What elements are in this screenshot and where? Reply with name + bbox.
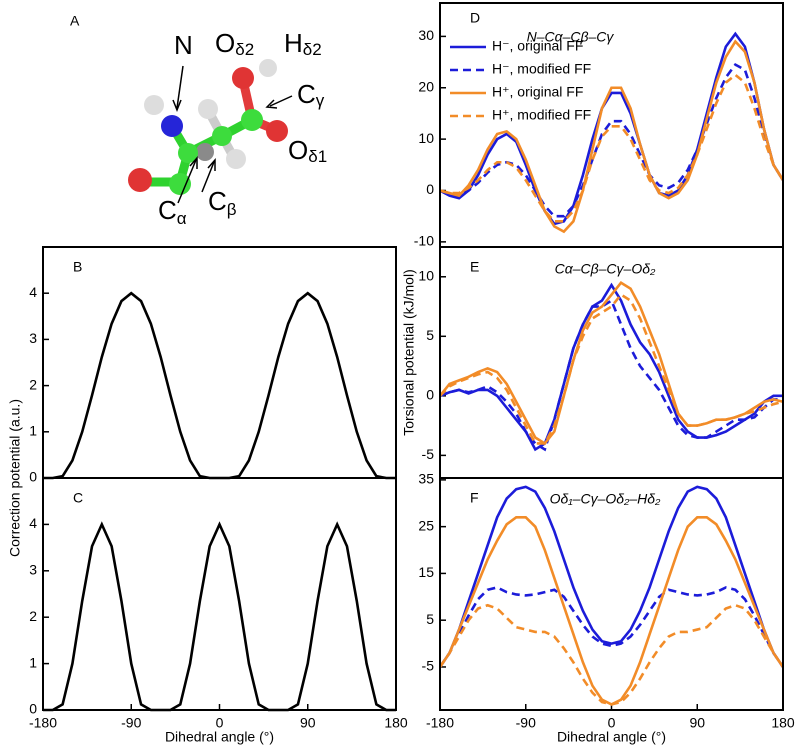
panel-title: Cα–Cβ–Cγ–Oδ₂	[555, 261, 656, 277]
x-tick-label: 90	[689, 715, 705, 731]
y-tick-label: 3	[29, 562, 37, 578]
legend-label: H⁻, modified FF	[492, 61, 591, 77]
y-tick-label: 10	[418, 130, 434, 146]
atom-label: Hδ2	[284, 28, 322, 60]
atom-ball	[232, 67, 254, 89]
series-line	[439, 73, 785, 223]
plot-frame	[42, 477, 397, 711]
y-tick-label: 0	[426, 181, 434, 197]
y-tick-label: 0	[426, 387, 434, 403]
atom-ball	[212, 126, 232, 146]
y-axis-label: Correction potential (a.u.)	[7, 399, 23, 557]
y-tick-label: 5	[426, 611, 434, 627]
series-line	[43, 291, 396, 480]
plot-area: 0 1 2 3 4	[29, 246, 397, 485]
legend-label: H⁻, original FF	[492, 38, 583, 54]
atom-label: Cγ	[297, 79, 325, 111]
panel-letter: A	[70, 13, 80, 29]
atom-ball	[169, 173, 191, 195]
series-line	[439, 282, 783, 452]
y-tick-label: 20	[418, 78, 434, 94]
molecule: A N Oδ2 Hδ2	[70, 13, 327, 229]
y-tick-label: 3	[29, 330, 37, 346]
series-line	[438, 603, 785, 706]
plot-area: -5 0 5 10	[418, 246, 784, 479]
series-line	[438, 515, 785, 706]
atom-label: Oδ1	[288, 135, 327, 167]
y-tick-label: 1	[29, 423, 37, 439]
x-tick-label: 0	[216, 715, 224, 731]
x-tick-label: 180	[771, 715, 795, 731]
atom-ball	[128, 168, 152, 192]
panel-letter: F	[470, 490, 479, 506]
series-line	[438, 485, 785, 668]
panel-letter: B	[73, 259, 82, 275]
plot-area: -5 5 15 25 35 -180 -90 0 90 180	[418, 471, 794, 731]
series-line	[439, 31, 785, 226]
series-line	[43, 521, 396, 712]
y-tick-label: 2	[29, 608, 37, 624]
atom-ball	[259, 59, 277, 77]
y-tick-label: 1	[29, 654, 37, 670]
plot-frame	[439, 246, 784, 479]
y-tick-label: 0	[29, 701, 37, 717]
x-tick-label: -180	[426, 715, 454, 731]
panel-letter: D	[470, 10, 480, 26]
y-tick-label: -10	[414, 233, 434, 249]
series-line	[438, 586, 785, 668]
y-tick-label: 10	[418, 267, 434, 283]
panel-title: N–Cα–Cβ–Cγ	[527, 29, 615, 45]
y-tick-label: 15	[418, 564, 434, 580]
atom-ball	[144, 95, 164, 115]
atom-label: Cβ	[208, 186, 237, 220]
x-axis-label: Dihedral angle (°)	[557, 729, 666, 745]
atom-ball	[266, 120, 288, 142]
atom-ball	[226, 149, 246, 169]
atom-label: N	[174, 30, 193, 60]
panel-title: Oδ₁–Cγ–Oδ₂–Hδ₂	[550, 491, 661, 507]
y-tick-label: 2	[29, 376, 37, 392]
plot-frame	[42, 246, 397, 479]
atom-label: Cα	[158, 195, 187, 229]
atom-ball	[161, 115, 183, 137]
y-tick-label: 5	[426, 327, 434, 343]
arrows	[172, 65, 293, 204]
series-line	[439, 62, 785, 218]
x-axis-label: Dihedral angle (°)	[165, 729, 274, 745]
x-tick-label: -180	[29, 715, 57, 731]
atom-ball	[178, 143, 198, 163]
series-line	[438, 281, 784, 446]
panel-letter: C	[73, 490, 83, 506]
atom-ball	[198, 99, 218, 119]
y-tick-label: -5	[422, 658, 435, 674]
x-tick-label: 180	[384, 715, 408, 731]
plot-frame	[439, 477, 784, 711]
y-axis-label: Torsional potential (kJ/mol)	[401, 269, 417, 436]
panel-letter: E	[470, 259, 479, 275]
x-tick-label: 0	[608, 715, 616, 731]
atom-ball	[241, 109, 263, 131]
atom-label: Oδ2	[215, 28, 254, 60]
y-tick-label: -5	[422, 446, 435, 462]
y-tick-label: 30	[418, 27, 434, 43]
atom-ball	[196, 143, 214, 161]
series-line	[439, 39, 785, 234]
x-tick-label: -90	[516, 715, 536, 731]
series-line	[439, 292, 784, 445]
y-tick-label: 35	[418, 471, 434, 487]
y-tick-label: 4	[29, 515, 37, 531]
plot-area: 0 1 2 3 4 -180 -90 0 90 180	[29, 477, 408, 731]
legend-label: H⁺, original FF	[492, 84, 583, 100]
legend-label: H⁺, modified FF	[492, 107, 591, 123]
x-tick-label: 90	[300, 715, 316, 731]
y-tick-label: 25	[418, 517, 434, 533]
x-tick-label: -90	[121, 715, 141, 731]
y-tick-label: 4	[29, 284, 37, 300]
y-tick-label: 0	[29, 469, 37, 485]
